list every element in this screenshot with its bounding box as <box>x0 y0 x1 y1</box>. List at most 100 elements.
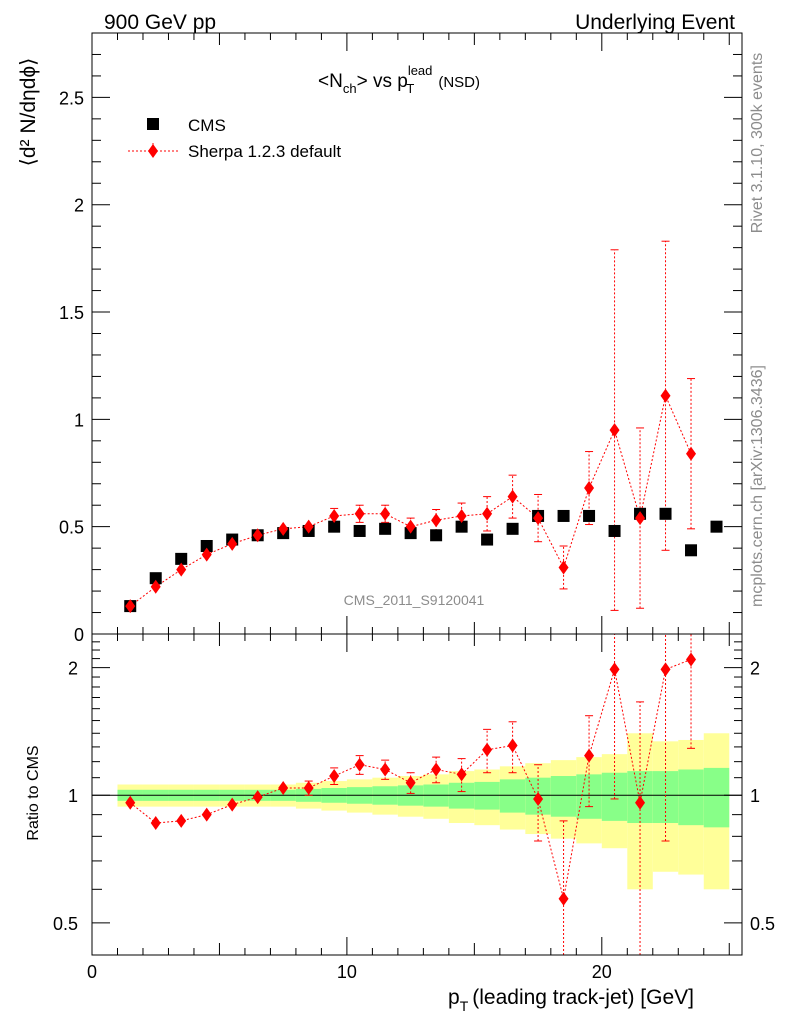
sherpa-point <box>380 506 391 521</box>
title-p-sup: lead <box>408 63 433 78</box>
ratio-point <box>507 738 518 753</box>
ratio-point <box>609 662 620 677</box>
ratio-point <box>176 813 187 828</box>
ratio-point <box>584 748 595 763</box>
sherpa-point <box>686 446 697 461</box>
main-y-tick-label: 0 <box>74 625 84 645</box>
sherpa-point <box>354 506 365 521</box>
sherpa-point <box>227 536 238 551</box>
ratio-data-layer <box>125 634 697 955</box>
ratio-point <box>278 781 289 796</box>
ratio-band-layer <box>92 733 742 890</box>
sherpa-point <box>482 506 493 521</box>
sherpa-point <box>431 513 442 528</box>
main-y-tick-label: 2 <box>74 196 84 216</box>
watermark: CMS_2011_S9120041 <box>344 592 485 608</box>
title-p-sub: T <box>406 81 414 96</box>
x-tick-label: 10 <box>337 962 357 982</box>
ratio-band-inner <box>703 767 730 828</box>
x-label-sub: T <box>460 998 469 1014</box>
ratio-point <box>201 807 212 822</box>
ratio-y-tick-label: 0.5 <box>53 914 78 934</box>
sherpa-point <box>660 388 671 403</box>
ratio-band-inner <box>550 776 577 817</box>
ratio-point <box>252 790 263 805</box>
ratio-point <box>354 757 365 772</box>
ratio-band-inner <box>474 781 500 810</box>
ratio-y-tick-label: 2 <box>68 659 78 679</box>
ratio-point <box>660 662 671 677</box>
sherpa-point <box>176 562 187 577</box>
header-left: 900 GeV pp <box>104 11 216 34</box>
plot-title: <Nch> vs plead T (NSD) <box>318 63 480 96</box>
ratio-band-inner <box>678 769 704 826</box>
sherpa-point <box>507 489 518 504</box>
sherpa-point <box>533 511 544 526</box>
x-label-tail: (leading track-jet) [GeV] <box>472 986 694 1009</box>
ratio-y-tick-label: 1 <box>68 786 78 806</box>
ratio-y-tick-label-right: 0.5 <box>750 914 775 934</box>
sherpa-line <box>129 394 692 607</box>
sherpa-point <box>558 560 569 575</box>
ratio-band-inner <box>601 772 628 821</box>
x-label-p: p <box>448 986 460 1009</box>
cms-point <box>583 509 596 522</box>
ratio-point <box>482 742 493 757</box>
cms-point <box>175 552 188 565</box>
main-y-tick-label: 2.5 <box>59 88 84 108</box>
ratio-point <box>227 797 238 812</box>
ratio-point <box>533 791 544 806</box>
main-data-layer <box>124 240 723 614</box>
ratio-band-inner <box>499 779 526 813</box>
ratio-point <box>125 795 136 810</box>
ratio-point <box>431 762 442 777</box>
sherpa-point <box>252 528 263 543</box>
sherpa-point <box>609 423 620 438</box>
title-tail: (NSD) <box>438 74 480 91</box>
main-panel <box>124 240 723 614</box>
ratio-y-tick-label-right: 1 <box>750 786 760 806</box>
cms-point <box>328 520 341 533</box>
title-n-sub: ch <box>343 81 357 96</box>
cms-point <box>455 520 468 533</box>
main-y-tick-label: 1.5 <box>59 303 84 323</box>
axes-layer: 0 10 20 0 0.5 1 1.5 2 2.5 0.5 0.5 1 1 2 2 <box>53 32 775 982</box>
cms-point <box>430 529 443 542</box>
ratio-frame <box>91 633 743 956</box>
legend: CMS Sherpa 1.2.3 default <box>128 116 341 161</box>
legend-cms-marker <box>147 118 159 130</box>
sherpa-point <box>405 519 416 534</box>
cms-point <box>379 522 392 535</box>
cms-point <box>200 539 213 552</box>
rivet-label: Rivet 3.1.10, 300k events <box>749 53 766 234</box>
ratio-y-axis-label: Ratio to CMS <box>25 745 42 840</box>
title-n: N <box>329 71 343 92</box>
sherpa-point <box>329 508 340 523</box>
sherpa-point <box>150 579 161 594</box>
cms-point <box>557 509 570 522</box>
cms-point <box>481 533 494 546</box>
sherpa-point <box>278 521 289 536</box>
cms-point <box>685 544 698 557</box>
ratio-point <box>405 775 416 790</box>
title-vs: > vs p <box>357 71 408 92</box>
cms-point <box>608 524 621 537</box>
cms-point <box>659 507 672 520</box>
cms-point <box>710 520 723 533</box>
ratio-point <box>635 795 646 810</box>
ratio-panel <box>92 634 742 955</box>
legend-sherpa-label: Sherpa 1.2.3 default <box>188 142 341 161</box>
ratio-point <box>150 816 161 831</box>
ratio-point <box>686 652 697 667</box>
sherpa-point <box>584 481 595 496</box>
cms-point <box>149 572 162 585</box>
mcplots-label: mcplots.cern.ch [arXiv:1306.3436] <box>749 365 766 607</box>
header-right: Underlying Event <box>575 11 735 34</box>
x-tick-label: 20 <box>592 962 612 982</box>
sherpa-point <box>456 508 467 523</box>
sherpa-point <box>125 599 136 614</box>
main-y-tick-label: 1 <box>74 410 84 430</box>
ratio-point <box>558 891 569 906</box>
cms-point <box>353 524 366 537</box>
